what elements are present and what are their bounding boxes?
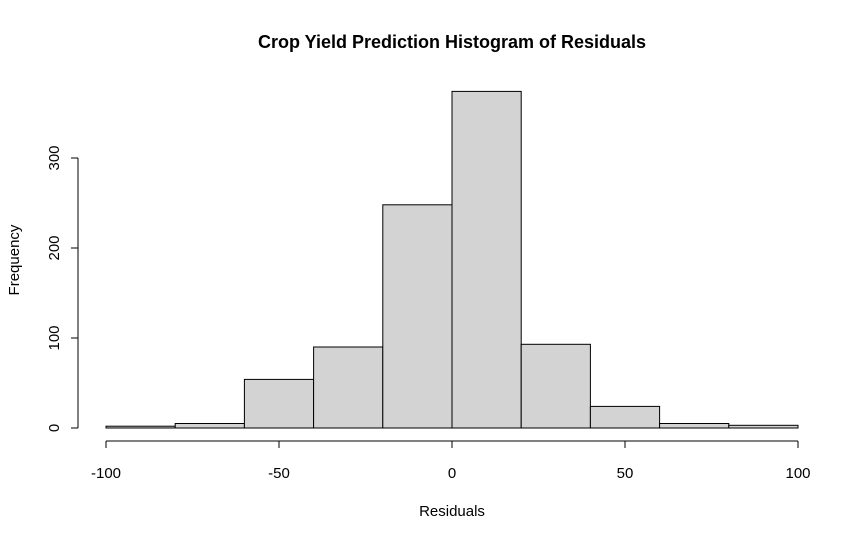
histogram-bar [451, 90, 522, 429]
y-tick-label: 300 [46, 145, 63, 170]
x-tick-label: 100 [785, 465, 810, 482]
histogram-bar [659, 423, 730, 429]
histogram-bar [313, 346, 384, 429]
y-tick-label: 100 [46, 325, 63, 350]
x-tick-label: 0 [448, 465, 456, 482]
x-tick-label: -100 [91, 465, 121, 482]
histogram-bar [105, 425, 176, 429]
histogram-bar [520, 343, 591, 429]
y-tick-label: 0 [46, 424, 63, 432]
histogram-bar [243, 378, 315, 429]
x-axis: -100 -50 0 50 100 [91, 440, 811, 482]
chart-title: Crop Yield Prediction Histogram of Resid… [258, 32, 646, 52]
histogram-bar [589, 405, 661, 429]
y-tick-label: 200 [46, 235, 63, 260]
y-axis: 0 100 200 300 [46, 145, 79, 432]
x-tick-label: 50 [617, 465, 634, 482]
x-tick-label: -50 [268, 465, 290, 482]
histogram-bar [728, 424, 799, 429]
histogram-bar [174, 423, 245, 429]
y-axis-label: Frequency [6, 224, 23, 295]
bars-group [105, 90, 799, 429]
histogram-bar [382, 204, 453, 429]
x-axis-label: Residuals [419, 503, 485, 520]
